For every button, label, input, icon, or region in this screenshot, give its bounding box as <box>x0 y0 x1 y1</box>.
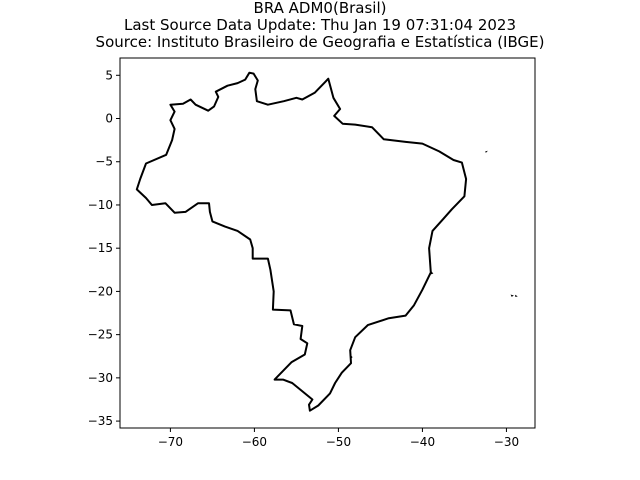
y-tick-label: −35 <box>88 414 113 428</box>
y-tick-label: −25 <box>88 328 113 342</box>
x-tick-label: −70 <box>158 435 183 449</box>
x-tick-label: −40 <box>410 435 435 449</box>
x-tick-label: −50 <box>326 435 351 449</box>
island-outline <box>349 355 353 359</box>
brazil-mainland-outline <box>135 71 468 412</box>
y-tick-label: −10 <box>88 198 113 212</box>
y-tick-label: −20 <box>88 284 113 298</box>
y-tick-label: 0 <box>105 112 113 126</box>
map-title: BRA ADM0(Brasil) Last Source Data Update… <box>0 0 640 51</box>
y-tick-label: 5 <box>105 68 113 82</box>
y-tick-label: −15 <box>88 241 113 255</box>
y-tick-label: −5 <box>95 155 113 169</box>
y-tick-label: −30 <box>88 371 113 385</box>
island-outline <box>515 294 518 298</box>
title-country: BRA ADM0(Brasil) <box>253 0 387 17</box>
title-update-date: Last Source Data Update: Thu Jan 19 07:3… <box>123 16 517 34</box>
country-shapes <box>135 71 518 412</box>
island-outline <box>510 294 514 297</box>
x-tick-label: −60 <box>242 435 267 449</box>
title-source: Source: Instituto Brasileiro de Geografi… <box>95 33 545 51</box>
x-tick-label: −30 <box>494 435 519 449</box>
island-outline <box>430 271 434 275</box>
axes-frame <box>119 57 536 429</box>
axis-ticks: −70 −60 −50 −40 −30 5 0 −5 −10 −15 −20 −25 −30 −35 <box>88 68 519 449</box>
